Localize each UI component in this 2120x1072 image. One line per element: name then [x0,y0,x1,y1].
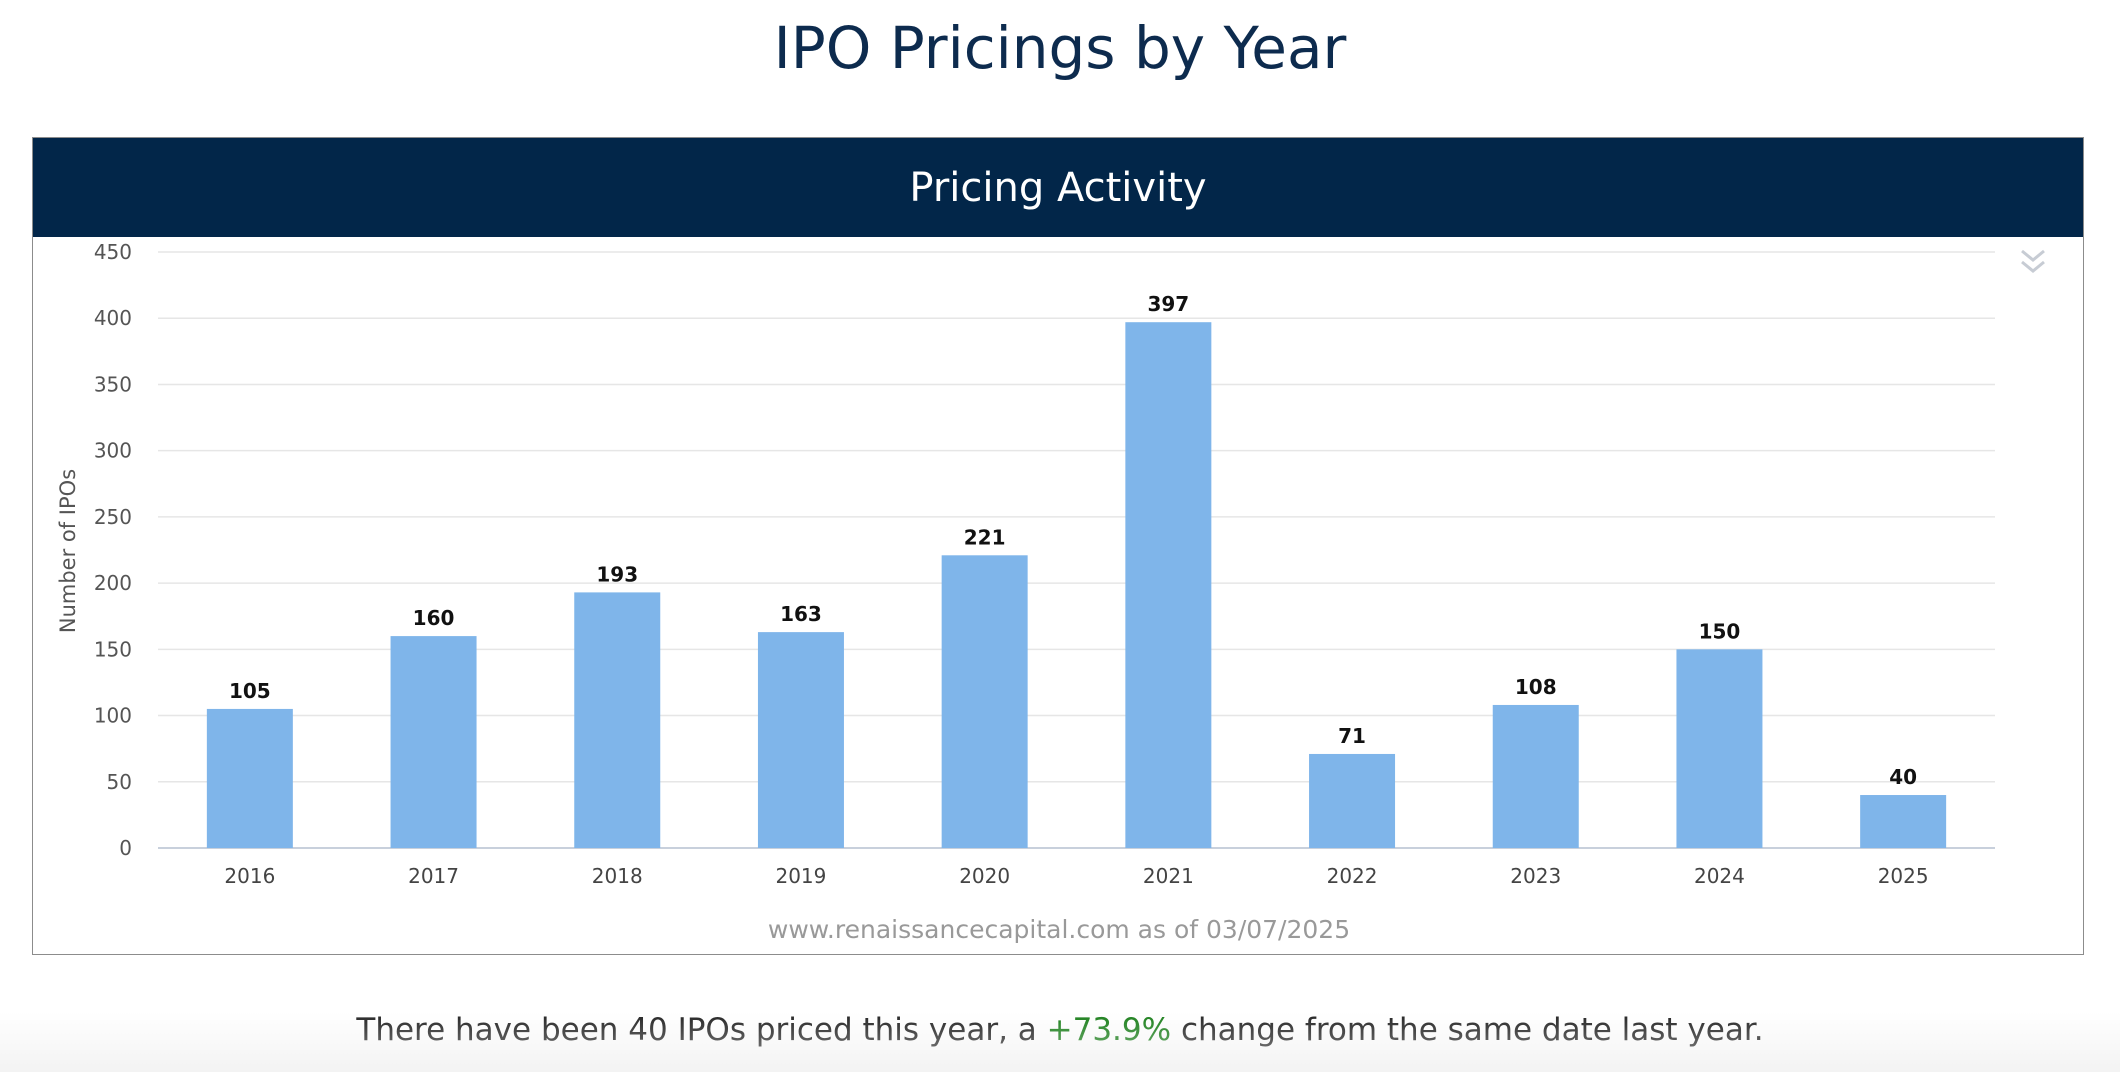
x-tick-label: 2022 [1327,864,1378,888]
bar-2024[interactable] [1676,649,1763,848]
y-tick-label: 100 [94,704,132,728]
data-label: 163 [780,602,822,626]
x-tick-label: 2020 [959,864,1010,888]
bar-2020[interactable] [941,555,1028,848]
x-tick-label: 2024 [1694,864,1745,888]
data-label: 108 [1515,675,1557,699]
x-tick-label: 2018 [592,864,643,888]
bar-2016[interactable] [206,708,293,848]
data-label: 71 [1338,724,1366,748]
y-tick-label: 250 [94,505,132,529]
summary-suffix: change from the same date last year. [1171,1012,1764,1048]
data-label: 221 [964,525,1006,549]
summary-prefix: There have been 40 IPOs priced this year… [356,1012,1047,1048]
y-tick-label: 450 [94,240,132,264]
bar-2022[interactable] [1309,753,1396,848]
bar-chart: 0 50 100 150 200 250 300 350 400 450 105 160 193 163… [56,240,1995,944]
data-label: 397 [1147,292,1189,316]
x-tick-label: 2025 [1878,864,1929,888]
y-tick-label: 200 [94,571,132,595]
summary-change: +73.9% [1046,1012,1172,1048]
bar-2023[interactable] [1492,704,1579,848]
y-tick-label: 300 [94,439,132,463]
data-label: 150 [1699,619,1741,643]
chart-credit: www.renaissancecapital.com as of 03/07/2… [768,915,1350,944]
chart-header-title: Pricing Activity [909,164,1207,211]
x-axis-ticks: 2016 2017 2018 2019 2020 2021 2022 2023 2024 2025 [224,864,1928,888]
y-axis-ticks: 0 50 100 150 200 250 300 350 400 450 [94,240,132,860]
x-tick-label: 2023 [1510,864,1561,888]
y-tick-label: 400 [94,306,132,330]
bars [206,322,1947,848]
bar-2021[interactable] [1125,322,1212,848]
y-tick-label: 350 [94,372,132,396]
chart-header: Pricing Activity [33,138,2083,237]
bar-2019[interactable] [757,632,844,848]
x-tick-label: 2017 [408,864,459,888]
x-tick-label: 2016 [224,864,275,888]
y-tick-label: 150 [94,637,132,661]
bar-2018[interactable] [574,592,661,848]
y-tick-label: 0 [119,836,132,860]
bar-2017[interactable] [390,636,477,848]
summary-text: There have been 40 IPOs priced this year… [0,1012,2120,1048]
data-label: 160 [413,606,455,630]
x-tick-label: 2021 [1143,864,1194,888]
data-label: 105 [229,679,271,703]
page-title: IPO Pricings by Year [773,14,1347,82]
data-labels: 105 160 193 163 221 397 71 108 150 40 [229,292,1917,789]
data-label: 193 [596,562,638,586]
y-axis-title: Number of IPOs [56,469,80,633]
data-label: 40 [1889,765,1917,789]
double-chevron-down-icon[interactable] [2015,247,2051,277]
bar-2025[interactable] [1860,795,1947,848]
x-tick-label: 2019 [775,864,826,888]
y-tick-label: 50 [107,770,132,794]
